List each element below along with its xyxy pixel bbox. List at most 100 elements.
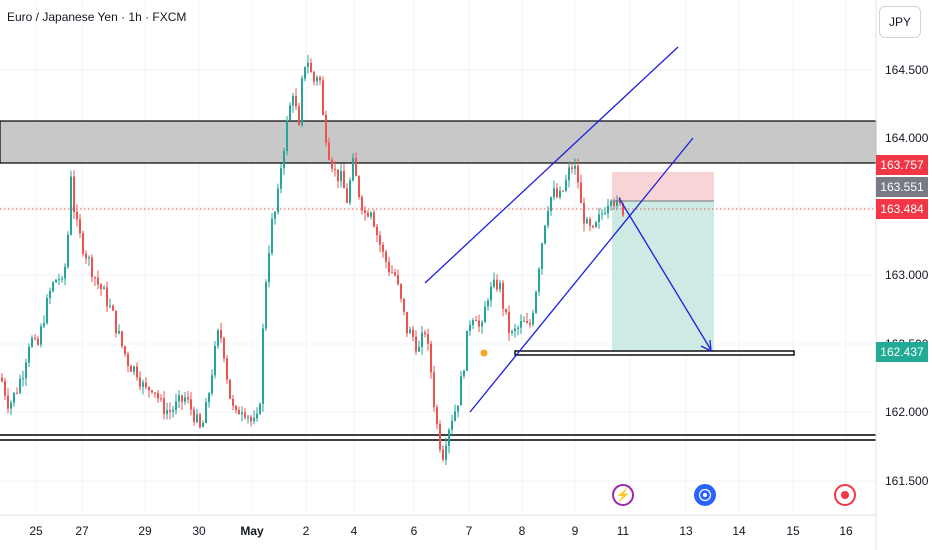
candle-body <box>463 370 465 377</box>
candle-body <box>7 395 9 409</box>
time-label: 30 <box>192 524 206 538</box>
candle-body <box>10 402 12 409</box>
candle-body <box>439 424 441 450</box>
candle-body <box>220 330 222 339</box>
candle-body <box>301 78 303 126</box>
candle-body <box>325 114 327 143</box>
candle-body <box>469 325 471 331</box>
candle-body <box>589 219 591 226</box>
candle-body <box>148 387 150 391</box>
candle-body <box>271 218 273 254</box>
time-label: 27 <box>75 524 89 538</box>
time-label: 11 <box>616 524 630 538</box>
candle-body <box>157 392 159 399</box>
candle-body <box>322 80 324 115</box>
candle-body <box>106 287 108 307</box>
candle-body <box>454 411 456 421</box>
candle-body <box>109 305 111 307</box>
channel-lower-line[interactable] <box>469 137 694 413</box>
candle-body <box>70 176 72 235</box>
dividend-marker-icon[interactable] <box>480 349 488 357</box>
candle-body <box>457 405 459 412</box>
candle-body <box>553 188 555 198</box>
candle-body <box>532 312 534 325</box>
candle-body <box>73 176 75 212</box>
candle-body <box>61 278 63 280</box>
candle-body <box>430 343 432 373</box>
candle-body <box>136 366 138 378</box>
candle-body <box>217 330 219 346</box>
candle-body <box>355 158 357 177</box>
candle-body <box>403 298 405 312</box>
record-icon[interactable] <box>834 484 856 506</box>
candle-body <box>526 321 528 323</box>
target-level-line[interactable] <box>514 350 795 356</box>
candle-body <box>379 235 381 245</box>
candle-body <box>313 72 315 82</box>
candle-body <box>166 410 168 414</box>
candle-body <box>88 257 90 259</box>
candle-body <box>154 392 156 394</box>
globe-icon[interactable] <box>694 484 716 506</box>
candle-body <box>250 416 252 422</box>
candle-body <box>427 334 429 344</box>
candle-body <box>97 277 99 285</box>
candle-body <box>139 377 141 387</box>
current-price-tag: 163.484 <box>876 199 928 219</box>
candle-body <box>115 310 117 334</box>
candle-body <box>94 277 96 279</box>
time-label: 9 <box>571 524 579 538</box>
candle-body <box>100 284 102 290</box>
candle-body <box>433 372 435 408</box>
candle-body <box>223 338 225 359</box>
candle-body <box>550 197 552 211</box>
candle-body <box>622 203 624 216</box>
candle-body <box>19 378 21 393</box>
short-position-risk-zone[interactable] <box>612 172 714 201</box>
candle-body <box>145 382 147 388</box>
time-label: 15 <box>786 524 800 538</box>
candle-body <box>265 282 267 329</box>
currency-button[interactable]: JPY <box>879 6 921 38</box>
candle-body <box>277 188 279 212</box>
candle-body <box>391 272 393 274</box>
candle-body <box>493 279 495 287</box>
candle-body <box>37 338 39 345</box>
resistance-zone[interactable] <box>0 120 877 164</box>
time-label: 6 <box>410 524 418 538</box>
candle-body <box>418 347 420 352</box>
candle-body <box>541 243 543 270</box>
candle-body <box>175 401 177 410</box>
candle-body <box>538 269 540 292</box>
candle-body <box>349 180 351 203</box>
candle-body <box>25 362 27 379</box>
projection-arrow[interactable] <box>618 197 712 351</box>
candle-body <box>547 210 549 226</box>
candle-body <box>508 312 510 333</box>
candle-body <box>310 62 312 73</box>
candle-body <box>559 190 561 198</box>
candle-body <box>376 226 378 236</box>
lightning-icon[interactable]: ⚡ <box>612 484 634 506</box>
candle-body <box>370 212 372 217</box>
candle-body <box>13 392 15 403</box>
candle-body <box>451 420 453 430</box>
candle-body <box>487 300 489 307</box>
candle-body <box>421 332 423 348</box>
candle-body <box>262 328 264 404</box>
channel-upper-line[interactable] <box>424 46 679 284</box>
candle-body <box>415 336 417 352</box>
candle-body <box>151 390 153 393</box>
candle-body <box>178 395 180 402</box>
candle-body <box>46 298 48 324</box>
candle-body <box>388 261 390 273</box>
candle-body <box>535 291 537 313</box>
candle-body <box>295 95 297 107</box>
candle-body <box>571 167 573 169</box>
candle-body <box>382 244 384 252</box>
candle-body <box>586 219 588 224</box>
entry-price-tag: 163.551 <box>876 177 928 197</box>
candle-body <box>79 219 81 234</box>
candle-body <box>613 200 615 206</box>
